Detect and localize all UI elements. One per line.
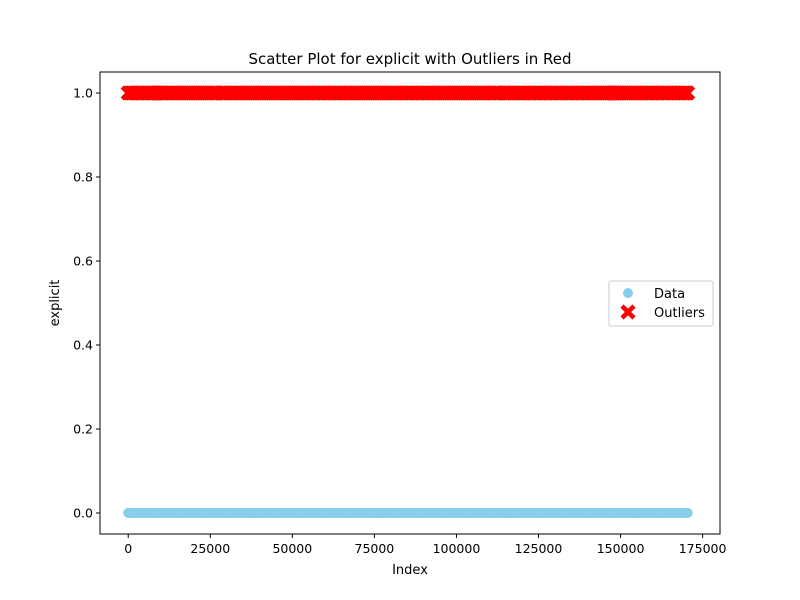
axes-frame <box>99 71 721 535</box>
series-data <box>123 508 693 518</box>
y-tick-label: 0.6 <box>73 254 93 269</box>
x-tick-label: 25000 <box>190 541 230 556</box>
x-tick-label: 0 <box>124 541 132 556</box>
x-tick-label: 75000 <box>355 541 395 556</box>
y-tick-label: 0.4 <box>73 338 93 353</box>
legend: Data Outliers <box>608 280 714 327</box>
y-axis-label: explicit <box>48 280 63 327</box>
legend-marker-data <box>623 288 633 298</box>
y-tick-label: 0.2 <box>73 422 93 437</box>
x-tick-label: 50000 <box>272 541 312 556</box>
series-outliers <box>120 85 696 101</box>
plot-area <box>120 85 696 518</box>
data-point <box>682 508 693 518</box>
y-tick-label: 0.8 <box>73 170 93 185</box>
x-axis: 0 25000 50000 75000 100000 125000 150000 175000 <box>124 534 727 556</box>
legend-marker-outliers <box>620 304 636 320</box>
y-tick-label: 0.0 <box>73 506 93 521</box>
x-tick-label: 100000 <box>433 541 481 556</box>
outlier-point <box>680 85 696 101</box>
chart-title: Scatter Plot for explicit with Outliers … <box>248 50 571 68</box>
x-axis-label: Index <box>392 563 428 578</box>
y-tick-label: 1.0 <box>73 86 93 101</box>
legend-frame <box>608 280 714 327</box>
y-axis: 0.0 0.2 0.4 0.6 0.8 1.0 <box>73 86 100 521</box>
x-tick-label: 150000 <box>597 541 645 556</box>
x-tick-label: 125000 <box>515 541 563 556</box>
x-tick-label: 175000 <box>679 541 727 556</box>
legend-label-outliers: Outliers <box>654 306 705 321</box>
legend-label-data: Data <box>654 287 685 302</box>
